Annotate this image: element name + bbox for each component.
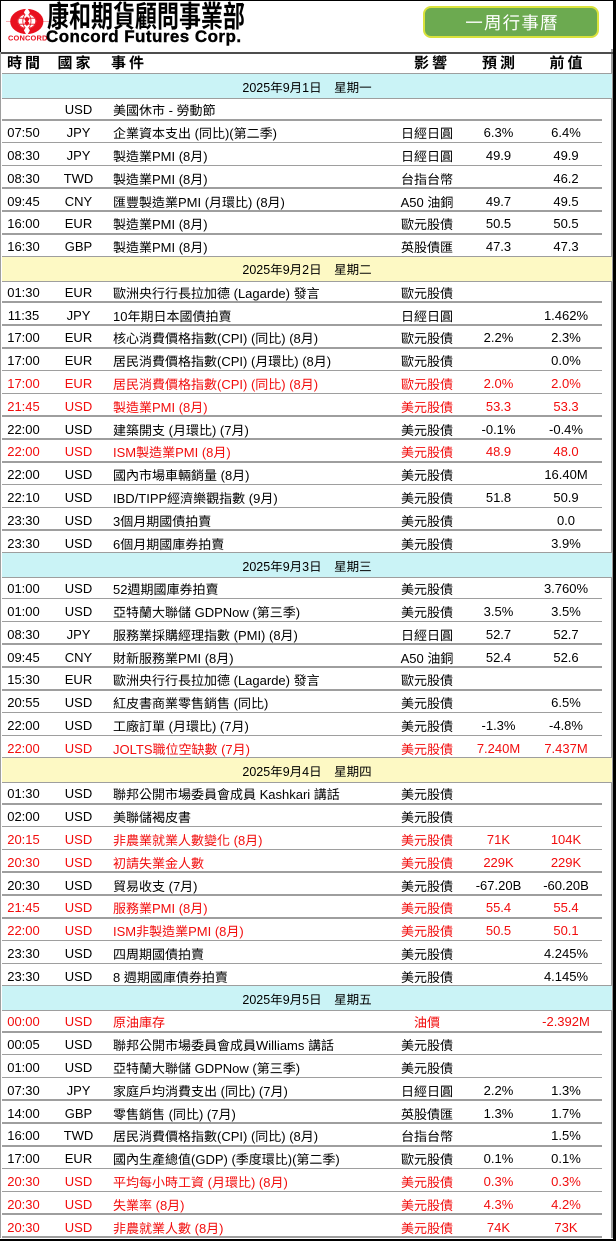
svg-text:CONCORD: CONCORD xyxy=(8,33,48,42)
